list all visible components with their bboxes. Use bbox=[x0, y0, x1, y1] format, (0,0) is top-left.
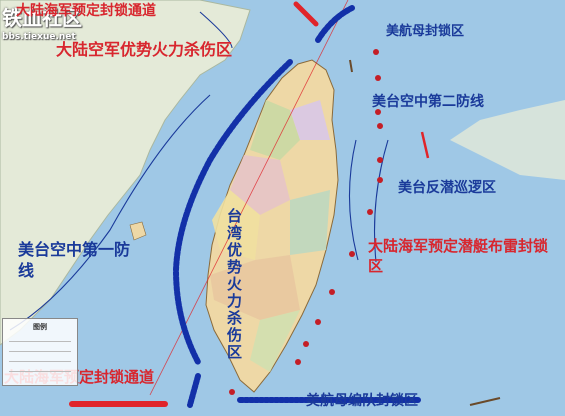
carrier-arc-north bbox=[315, 5, 355, 43]
mainland-coast bbox=[0, 0, 251, 346]
legend-row bbox=[9, 345, 71, 352]
asw-patrol-marker bbox=[420, 131, 430, 159]
watermark-url: bbs.tiexue.net bbox=[2, 32, 76, 42]
ryukyu-islands bbox=[450, 100, 565, 180]
air-defense-line-second bbox=[348, 139, 359, 261]
north-blockade-label: 大陆海军预定封锁通道 bbox=[16, 3, 156, 19]
taiwan-kill-zone-label: 台湾优势火力杀伤区 bbox=[225, 208, 243, 361]
air-defense-second-label: 美台空中第二防线 bbox=[372, 94, 484, 110]
legend-row bbox=[9, 335, 71, 342]
air-superiority-label: 大陆空军优势火力杀伤区 bbox=[56, 40, 233, 59]
legend-title: 图例 bbox=[33, 323, 47, 331]
carrier-formation-label: 美航母编队封锁区 bbox=[306, 393, 418, 409]
minefield-label: 大陆海军预定潜艇布雷封锁区 bbox=[368, 237, 549, 276]
minefield-dots bbox=[229, 49, 383, 395]
asw-patrol-label: 美台反潜巡逻区 bbox=[398, 180, 496, 196]
carrier-blockade-north-label: 美航母封锁区 bbox=[386, 24, 465, 39]
air-defense-first-label: 美台空中第一防线 bbox=[18, 240, 131, 280]
watermark: 铁血社区 bbs.tiexue.net bbox=[2, 2, 82, 42]
legend-row bbox=[9, 365, 71, 372]
watermark-title: 铁血社区 bbox=[2, 6, 82, 30]
air-defense-line-first bbox=[9, 94, 211, 331]
legend: 图例 bbox=[2, 318, 78, 386]
air-kill-zone-arc bbox=[172, 59, 293, 365]
legend-row bbox=[9, 355, 71, 362]
